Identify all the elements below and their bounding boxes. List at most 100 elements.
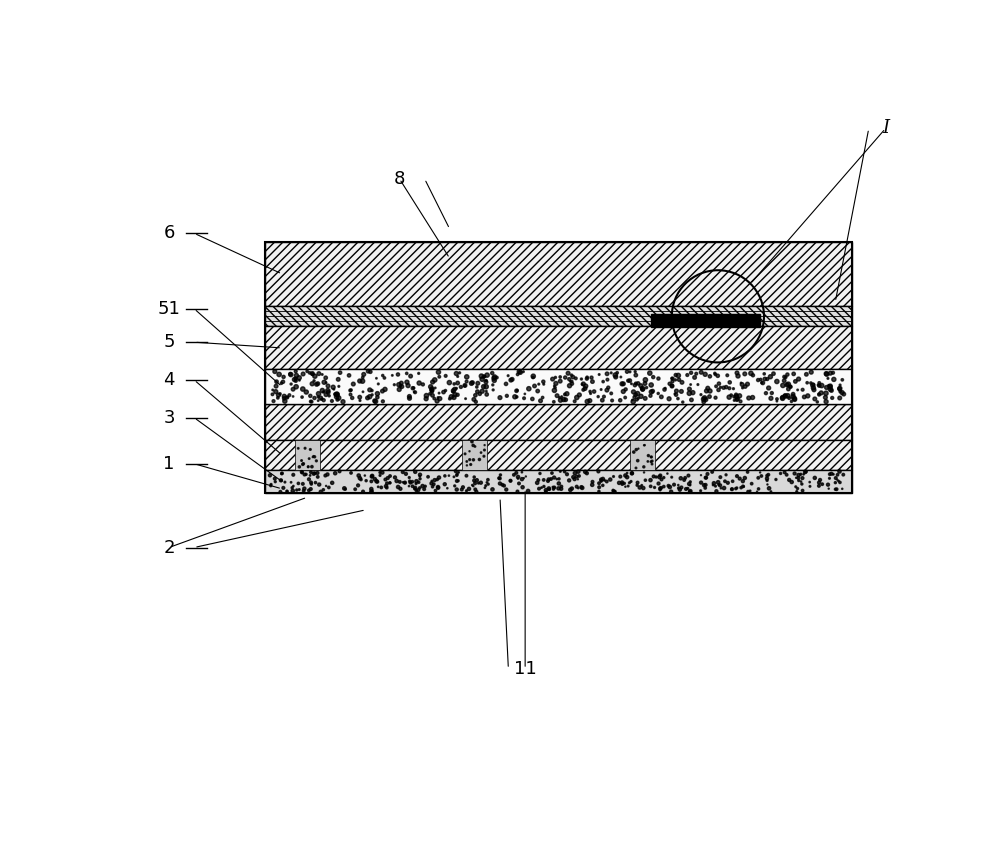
Point bbox=[690, 377, 706, 391]
Point bbox=[821, 471, 837, 485]
Point bbox=[618, 383, 634, 396]
Point bbox=[645, 371, 661, 384]
Point bbox=[313, 485, 329, 498]
Point bbox=[446, 390, 462, 404]
Point bbox=[418, 392, 434, 406]
Point bbox=[374, 384, 390, 398]
Point bbox=[369, 475, 385, 488]
Point bbox=[644, 454, 660, 468]
Bar bbox=[265, 404, 852, 440]
Point bbox=[407, 481, 423, 495]
Point bbox=[304, 377, 320, 390]
Point bbox=[514, 465, 530, 479]
Point bbox=[628, 377, 644, 390]
Point bbox=[379, 481, 395, 494]
Point bbox=[510, 367, 526, 381]
Point bbox=[382, 476, 398, 490]
Point bbox=[832, 384, 848, 398]
Point bbox=[372, 466, 388, 480]
Point bbox=[473, 476, 489, 490]
Point bbox=[811, 388, 827, 401]
Point bbox=[668, 368, 684, 382]
Point bbox=[573, 481, 589, 494]
Point bbox=[314, 383, 330, 397]
Point bbox=[412, 481, 428, 495]
Point bbox=[478, 375, 494, 389]
Point bbox=[280, 390, 296, 404]
Point bbox=[270, 389, 286, 402]
Point bbox=[369, 387, 385, 400]
Point bbox=[524, 392, 540, 406]
Point bbox=[291, 371, 307, 384]
Point bbox=[682, 478, 698, 492]
Point bbox=[602, 473, 618, 486]
Point bbox=[698, 384, 714, 398]
Point bbox=[382, 469, 398, 483]
Point bbox=[509, 485, 525, 498]
Point bbox=[457, 379, 473, 393]
Point bbox=[407, 465, 423, 479]
Point bbox=[750, 373, 766, 387]
Point bbox=[579, 371, 595, 384]
Point bbox=[642, 389, 658, 402]
Point bbox=[696, 392, 712, 406]
Bar bbox=[265, 242, 852, 306]
Point bbox=[319, 468, 335, 481]
Point bbox=[415, 479, 431, 492]
Point bbox=[463, 377, 479, 390]
Point bbox=[450, 388, 466, 401]
Point bbox=[478, 479, 494, 492]
Point bbox=[514, 472, 530, 486]
Point bbox=[596, 390, 612, 404]
Point bbox=[681, 477, 697, 491]
Point bbox=[698, 471, 714, 485]
Text: 8: 8 bbox=[394, 170, 405, 187]
Point bbox=[551, 481, 567, 495]
Point bbox=[343, 388, 359, 401]
Point bbox=[830, 475, 846, 488]
Point bbox=[735, 480, 751, 493]
Point bbox=[565, 371, 581, 384]
Point bbox=[355, 485, 371, 498]
Point bbox=[510, 470, 526, 484]
Point bbox=[314, 368, 330, 382]
Point bbox=[364, 484, 380, 498]
Point bbox=[698, 471, 714, 485]
Point bbox=[485, 378, 501, 392]
Point bbox=[301, 484, 317, 498]
Point bbox=[415, 377, 431, 391]
Point bbox=[650, 371, 666, 385]
Point bbox=[408, 484, 424, 498]
Point bbox=[582, 385, 598, 399]
Point bbox=[765, 367, 781, 381]
Bar bbox=[265, 470, 852, 493]
Point bbox=[724, 482, 740, 496]
Point bbox=[683, 366, 699, 380]
Point bbox=[664, 371, 680, 385]
Point bbox=[682, 475, 698, 488]
Point bbox=[476, 370, 492, 383]
Point bbox=[507, 390, 523, 404]
Point bbox=[624, 393, 640, 406]
Bar bbox=[265, 326, 852, 370]
Point bbox=[330, 372, 346, 386]
Point bbox=[303, 475, 319, 489]
Point bbox=[308, 454, 324, 468]
Point bbox=[389, 475, 405, 488]
Point bbox=[329, 388, 345, 401]
Point bbox=[306, 374, 322, 388]
Point bbox=[814, 379, 830, 393]
Point bbox=[484, 366, 500, 380]
Point bbox=[625, 394, 641, 408]
Point bbox=[264, 388, 280, 401]
Point bbox=[761, 481, 777, 495]
Point bbox=[478, 384, 494, 398]
Point bbox=[470, 377, 486, 390]
Point bbox=[805, 378, 821, 392]
Point bbox=[546, 470, 562, 484]
Point bbox=[680, 481, 696, 495]
Point bbox=[559, 387, 575, 400]
Point bbox=[654, 473, 670, 486]
Point bbox=[668, 384, 684, 398]
Point bbox=[352, 394, 368, 407]
